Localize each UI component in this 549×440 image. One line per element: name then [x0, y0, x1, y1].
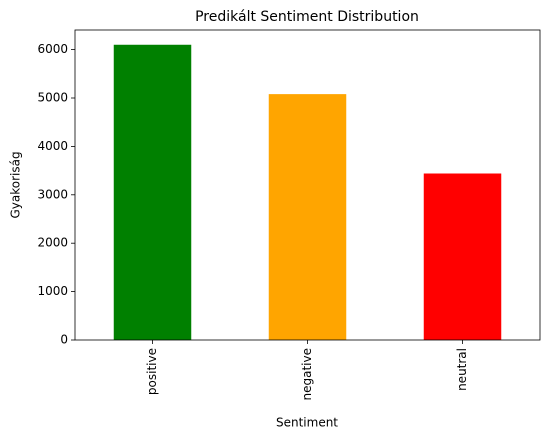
- chart-title: Predikált Sentiment Distribution: [195, 9, 419, 25]
- y-tick-label: 2000: [37, 236, 68, 250]
- y-axis-label: Gyakoriság: [9, 151, 23, 218]
- y-tick-label: 5000: [37, 91, 68, 105]
- bar: [268, 94, 347, 341]
- plot-frame: [74, 29, 541, 341]
- bar: [423, 173, 502, 340]
- x-axis-label: Sentiment: [276, 416, 338, 430]
- x-tick-label: negative: [300, 348, 314, 400]
- y-tick-label: 6000: [37, 42, 68, 56]
- y-tick-label: 1000: [37, 284, 68, 298]
- y-tick-label: 4000: [37, 139, 68, 153]
- y-tick-label: 0: [60, 333, 68, 347]
- bar: [113, 44, 192, 341]
- x-tick-label: positive: [145, 348, 159, 395]
- y-tick-label: 3000: [37, 187, 68, 201]
- x-tick-label: neutral: [455, 348, 469, 391]
